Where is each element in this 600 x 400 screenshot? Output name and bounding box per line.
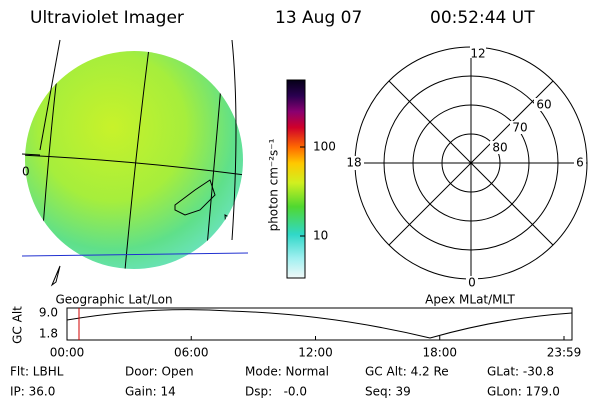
footer-field: Dsp: -0.0 [245,385,307,399]
colorbar-tick-label: 10 [313,229,328,243]
footer-field: Gain: 14 [125,385,176,399]
mlt-label: 6 [576,156,584,170]
footer-field: Flt: LBHL [10,365,64,379]
polar-grid [354,46,588,280]
geographic-label: Geographic Lat/Lon [55,293,172,307]
orbit-x-tick-label: 00:00 [50,346,85,360]
footer: Flt: LBHL Door: Open Mode: Normal GC Alt: 4… [10,365,560,399]
orbit-y-label: GC Alt [11,306,25,344]
title: Ultraviolet Imager [30,8,184,28]
footer-field: GC Alt: 4.2 Re [365,365,449,379]
mlt-label: 0 [468,276,476,290]
polar-labels: 12 18 6 0 60 70 80 [344,46,586,290]
footer-field: Seq: 39 [365,385,411,399]
orbit-x-tick-label: 12:00 [298,346,333,360]
orbit-frame [66,307,573,341]
orbit-y-tick: 1.8 [39,327,58,341]
orbit-x-tick-label: 06:00 [174,346,209,360]
date: 13 Aug 07 [275,8,362,28]
orbit-x-tick-label: 18:00 [422,346,457,360]
lon-label: 0 [22,165,30,179]
footer-field: Mode: Normal [245,365,329,379]
mlat-label: 80 [492,141,507,155]
mlat-label: 70 [512,121,527,135]
colorbar-tick-label: 100 [313,140,336,154]
colorbar [286,79,306,279]
mlt-label: 18 [346,156,361,170]
footer-field: GLon: 179.0 [487,385,560,399]
mlt-label: 12 [470,47,485,61]
time: 00:52:44 UT [430,8,535,28]
orbit-y-tick: 9.0 [39,306,58,320]
orbit-x-ticks: 00:00 06:00 12:00 18:00 23:59 [50,336,582,360]
earth-image [21,39,249,287]
mlat-label: 60 [536,98,551,112]
orbit-x-tick-label: 23:59 [547,346,582,360]
orbit-curve [66,309,573,339]
colorbar-label: photon cm⁻²s⁻¹ [267,138,281,231]
footer-field: GLat: -30.8 [487,365,554,379]
footer-field: Door: Open [125,365,194,379]
footer-field: IP: 36.0 [10,385,55,399]
apex-label: Apex MLat/MLT [425,293,515,307]
